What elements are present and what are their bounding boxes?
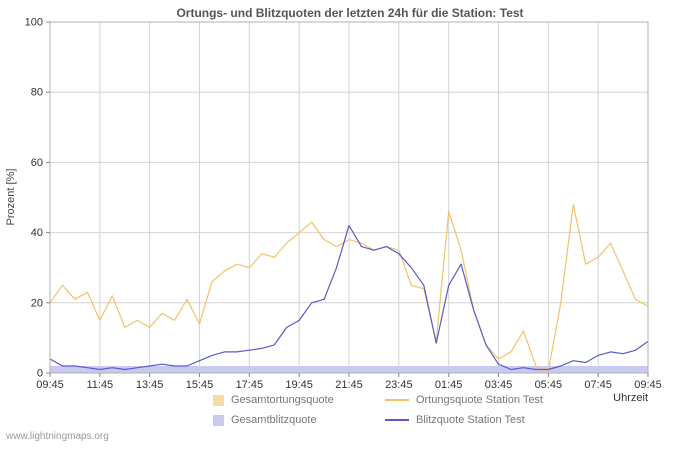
legend: Gesamtortungsquote Ortungsquote Station T… xyxy=(213,390,543,430)
legend-line-swatch xyxy=(385,419,409,421)
legend-item-ortungsquote-station-test: Ortungsquote Station Test xyxy=(385,390,543,410)
x-tick-label: 01:45 xyxy=(435,379,463,391)
x-tick-label: 23:45 xyxy=(385,379,413,391)
legend-label: Blitzquote Station Test xyxy=(416,414,525,426)
legend-item-gesamtortungsquote: Gesamtortungsquote xyxy=(213,390,385,410)
x-axis-label: Uhrzeit xyxy=(613,392,648,404)
y-tick-label: 60 xyxy=(31,157,43,169)
x-tick-label: 19:45 xyxy=(285,379,313,391)
legend-line-swatch xyxy=(385,399,409,401)
grid xyxy=(49,21,649,374)
legend-label: Ortungsquote Station Test xyxy=(416,394,543,406)
x-tick-label: 13:45 xyxy=(136,379,164,391)
legend-item-gesamtblitzquote: Gesamtblitzquote xyxy=(213,410,385,430)
series-group xyxy=(49,203,649,373)
x-tick-label: 09:45 xyxy=(634,379,662,391)
x-tick-label: 09:45 xyxy=(36,379,64,391)
x-tick-label: 03:45 xyxy=(485,379,513,391)
legend-label: Gesamtortungsquote xyxy=(231,394,334,406)
y-tick-label: 20 xyxy=(31,297,43,309)
x-tick-label: 05:45 xyxy=(535,379,563,391)
y-tick-label: 0 xyxy=(37,368,43,380)
legend-area-swatch xyxy=(213,414,224,426)
legend-label: Gesamtblitzquote xyxy=(231,414,317,426)
x-tick-label: 15:45 xyxy=(186,379,214,391)
y-tick-label: 80 xyxy=(31,87,43,99)
x-tick-label: 21:45 xyxy=(335,379,363,391)
x-tick-label: 07:45 xyxy=(584,379,612,391)
watermark-link[interactable]: www.lightningmaps.org xyxy=(6,431,109,442)
y-tick-label: 100 xyxy=(25,17,43,29)
y-tick-label: 40 xyxy=(31,227,43,239)
y-axis-label: Prozent [%] xyxy=(5,168,17,226)
x-tick-label: 11:45 xyxy=(86,379,113,391)
series-line-blitzquote-station-test xyxy=(49,225,649,371)
series-line-ortungsquote-station-test xyxy=(49,203,649,372)
chart-title: Ortungs- und Blitzquoten der letzten 24h… xyxy=(176,6,524,20)
legend-item-blitzquote-station-test: Blitzquote Station Test xyxy=(385,410,543,430)
series-area-gesamtblitzquote xyxy=(50,366,648,373)
legend-area-swatch xyxy=(213,394,224,406)
axis-ticks: 0 20 40 60 80 100 09:45 11:45 13:45 15:45 17:45 19:… xyxy=(25,17,662,392)
x-tick-label: 17:45 xyxy=(236,379,264,391)
